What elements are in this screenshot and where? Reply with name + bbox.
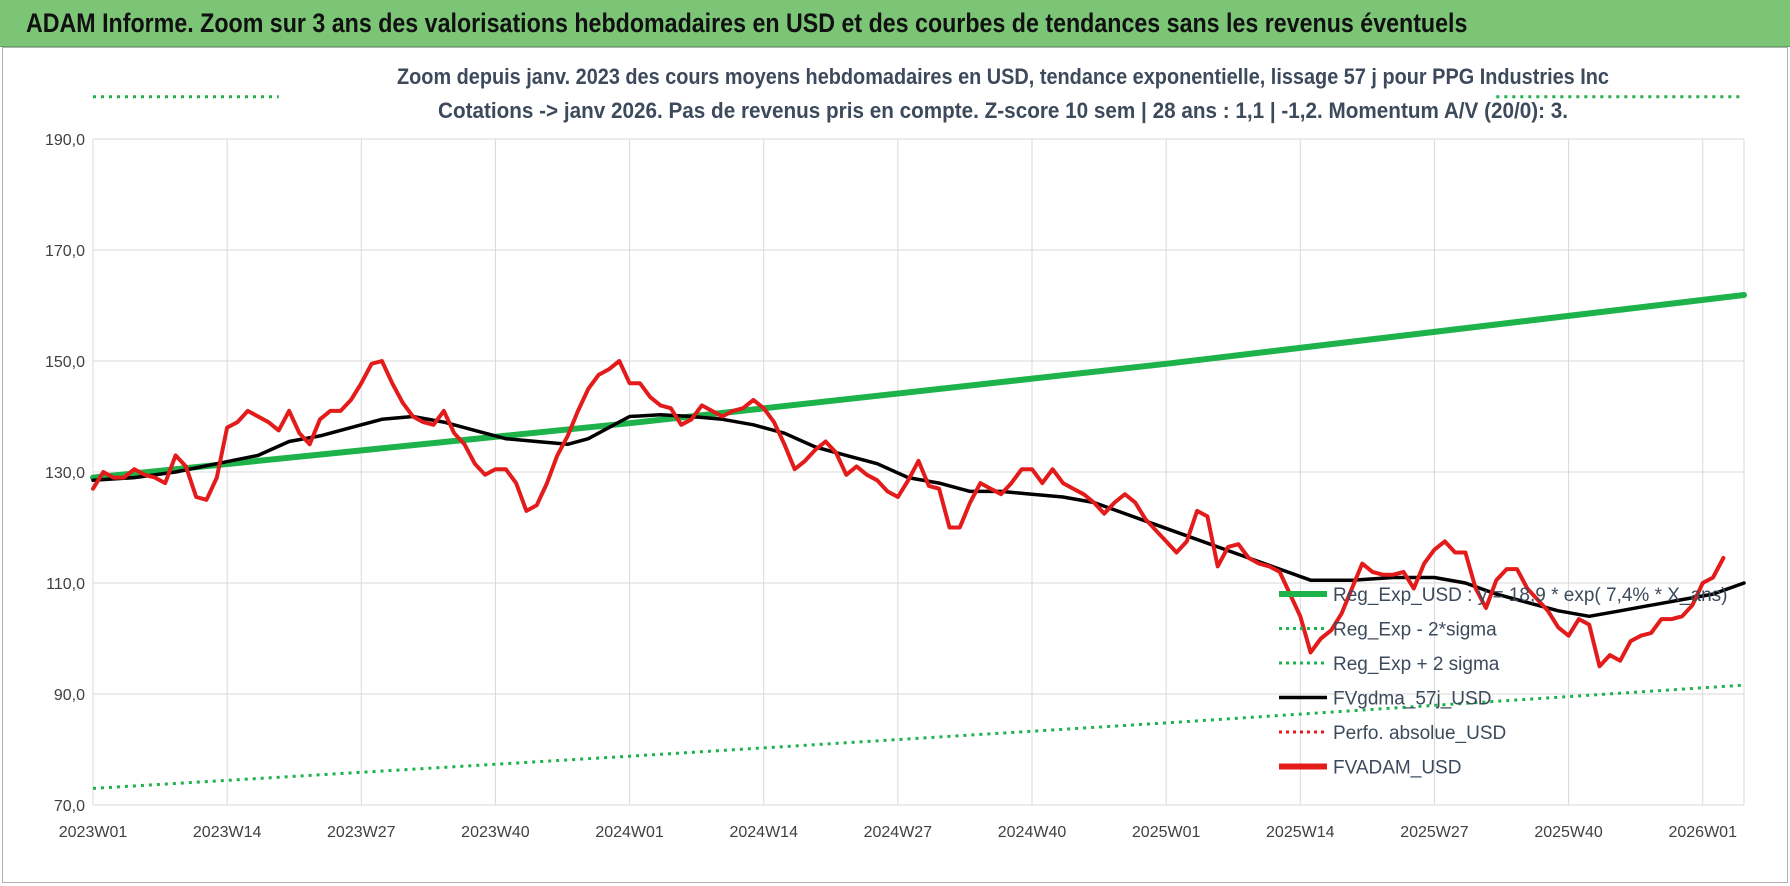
legend: Reg_Exp_USD : y = 18,9 * exp( 7,4% * X_a…: [1279, 585, 1727, 779]
x-tick-label: 2023W27: [327, 824, 396, 841]
chart-frame: 70,0 90,0 110,0 130,0 150,0 170,0 190,0 2023W01…: [2, 47, 1788, 883]
series-fvadam-usd: [91, 359, 1726, 669]
chart: 70,0 90,0 110,0 130,0 150,0 170,0 190,0 2023W01…: [45, 64, 1747, 841]
x-tick-label: 2023W14: [193, 824, 262, 841]
header-banner: ADAM Informe. Zoom sur 3 ans des valoris…: [0, 0, 1790, 47]
x-tick-label: 2024W14: [729, 824, 798, 841]
y-tick-label: 150,0: [45, 354, 85, 371]
y-tick-label: 90,0: [54, 687, 85, 704]
gridlines: [92, 138, 1745, 806]
legend-label: Perfo. absolue_USD: [1333, 723, 1506, 744]
legend-label: Reg_Exp + 2 sigma: [1333, 654, 1500, 675]
legend-label: FVADAM_USD: [1333, 758, 1461, 779]
y-tick-label: 170,0: [45, 243, 85, 260]
chart-subtitle-line-2: Cotations -> janv 2026. Pas de revenus p…: [438, 98, 1568, 123]
legend-label: Reg_Exp - 2*sigma: [1333, 620, 1497, 641]
x-tick-label: 2025W14: [1266, 824, 1335, 841]
y-tick-label: 110,0: [46, 576, 85, 593]
x-tick-label: 2025W27: [1400, 824, 1469, 841]
x-tick-label: 2023W01: [59, 824, 128, 841]
x-tick-label: 2023W40: [461, 824, 530, 841]
x-tick-label: 2025W40: [1534, 824, 1603, 841]
x-tick-label: 2026W01: [1668, 824, 1737, 841]
series-layer: [90, 95, 1747, 790]
chart-title: Zoom depuis janv. 2023 des cours moyens …: [397, 64, 1609, 123]
chart-subtitle-line-1: Zoom depuis janv. 2023 des cours moyens …: [397, 64, 1609, 89]
y-tick-label: 70,0: [54, 798, 85, 815]
x-tick-label: 2024W27: [864, 824, 933, 841]
series-reg-exp-usd: [90, 292, 1747, 481]
y-tick-label: 190,0: [45, 132, 85, 149]
legend-label: FVgdma_57j_USD: [1333, 689, 1491, 710]
report-title: ADAM Informe. Zoom sur 3 ans des valoris…: [26, 8, 1468, 38]
x-tick-label: 2024W01: [595, 824, 664, 841]
y-tick-label: 130,0: [45, 465, 85, 482]
legend-label: Reg_Exp_USD : y = 18,9 * exp( 7,4% * X_a…: [1333, 585, 1727, 606]
x-tick-label: 2024W40: [998, 824, 1067, 841]
x-tick-label: 2025W01: [1132, 824, 1201, 841]
axes: 70,0 90,0 110,0 130,0 150,0 170,0 190,0 2023W01…: [45, 132, 1737, 841]
